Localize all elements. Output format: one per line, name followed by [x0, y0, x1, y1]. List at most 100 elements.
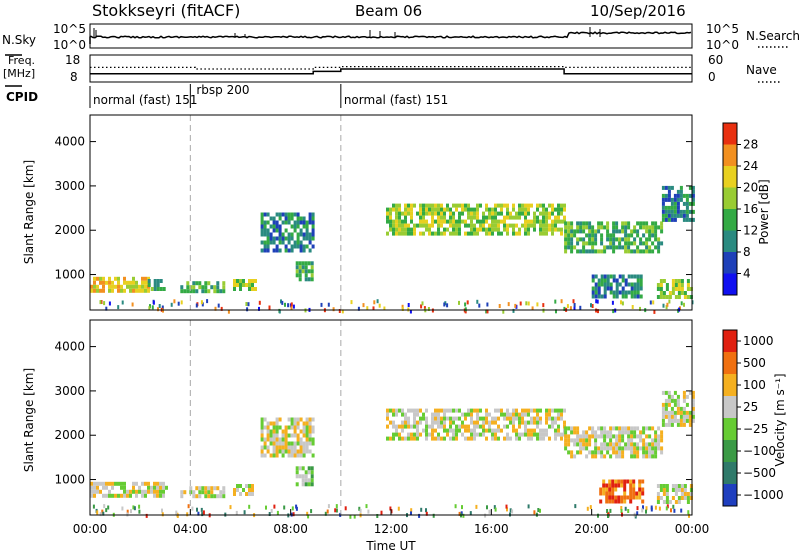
heatmap-cell [588, 450, 592, 455]
heatmap-cell [656, 492, 660, 496]
heatmap-cell [467, 412, 470, 417]
colorbar-frame [722, 329, 738, 507]
heatmap-cell [603, 290, 607, 295]
heatmap-cell [609, 286, 613, 291]
heatmap-cell [266, 437, 270, 442]
heatmap-cell [161, 305, 164, 310]
heatmap-cell [494, 436, 497, 441]
heatmap-cell [404, 203, 407, 208]
heatmap-cell [103, 301, 106, 306]
heatmap-cell [108, 276, 111, 281]
heatmap-cell [307, 269, 311, 274]
heatmap-cell [551, 424, 554, 429]
x-axis-label: Time UT [365, 539, 416, 553]
heatmap-cell [299, 220, 303, 225]
heatmap-cell [591, 241, 595, 246]
heatmap-cell [473, 424, 476, 429]
heatmap-cell [266, 244, 270, 249]
heatmap-cell [389, 506, 392, 511]
heatmap-cell [683, 291, 687, 295]
heatmap-cell [536, 219, 539, 224]
heatmap-cell [673, 193, 677, 198]
heatmap-cell [437, 416, 440, 421]
heatmap-cell [636, 282, 640, 287]
heatmap-cell [269, 453, 273, 458]
heatmap-cell [308, 441, 312, 446]
heatmap-cell [533, 227, 536, 232]
heatmap-cell [524, 211, 527, 216]
heatmap-cell [603, 454, 607, 459]
heatmap-cell [585, 233, 589, 238]
heatmap-cell [674, 279, 678, 283]
heatmap-cell [682, 414, 686, 419]
heatmap-cell [159, 481, 162, 486]
heatmap-cell [645, 454, 649, 459]
heatmap-cell [120, 481, 123, 486]
heatmap-cell [299, 417, 303, 422]
heatmap-cell [138, 288, 141, 293]
heatmap-cell [536, 302, 539, 307]
heatmap-cell [682, 422, 686, 427]
heatmap-cell [120, 284, 123, 289]
heatmap-cell [272, 433, 276, 438]
heatmap-cell [573, 438, 577, 443]
heatmap-cell [470, 215, 473, 220]
heatmap-cell [195, 494, 199, 499]
heatmap-cell [606, 286, 610, 291]
heatmap-cell [539, 223, 542, 228]
heatmap-cell [305, 441, 309, 446]
heatmap-cell [107, 505, 110, 510]
heatmap-cell [281, 453, 285, 458]
heatmap-cell [600, 221, 604, 226]
heatmap-cell [683, 484, 687, 488]
heatmap-cell [511, 509, 514, 514]
heatmap-cell [642, 225, 646, 230]
heatmap-cell [548, 424, 551, 429]
heatmap-cell [512, 412, 515, 417]
heatmap-cell [600, 278, 604, 283]
heatmap-cell [470, 211, 473, 216]
heatmap-cell [293, 453, 297, 458]
heatmap-cell [260, 232, 264, 237]
heatmap-cell [609, 508, 612, 513]
heatmap-cell [569, 306, 572, 311]
heatmap-cell [284, 236, 288, 241]
heatmap-cell [187, 504, 190, 509]
heatmap-cell [585, 442, 589, 447]
heatmap-cell [455, 231, 458, 236]
heatmap-cell [386, 412, 389, 417]
heatmap-cell [573, 442, 577, 447]
heatmap-cell [491, 219, 494, 224]
heatmap-cell [302, 216, 306, 221]
heatmap-cell [310, 482, 314, 487]
heatmap-cell [633, 237, 637, 242]
noise-sky-trace [89, 31, 692, 44]
heatmap-cell [648, 426, 652, 431]
heatmap-cell [308, 232, 312, 237]
heatmap-cell [290, 232, 294, 237]
heatmap-cell [290, 425, 294, 430]
heatmap-cell [600, 237, 604, 242]
heatmap-cell [284, 302, 286, 307]
heatmap-cell [567, 229, 571, 234]
heatmap-cell [198, 285, 202, 290]
heatmap-cell [455, 219, 458, 224]
heatmap-cell [542, 211, 545, 216]
heatmap-cell [564, 225, 568, 230]
heatmap-cell [638, 479, 642, 484]
heatmap-cell [603, 249, 607, 254]
heatmap-cell [287, 441, 291, 446]
heatmap-cell [207, 486, 211, 491]
heatmap-cell [600, 442, 604, 447]
heatmap-cell [410, 215, 413, 220]
heatmap-cell [266, 433, 270, 438]
heatmap-cell [213, 486, 217, 491]
heatmap-cell [284, 449, 288, 454]
heatmap-cell [425, 219, 428, 224]
heatmap-cell [233, 287, 236, 291]
heatmap-cell [290, 244, 294, 249]
heatmap-cell [493, 505, 496, 510]
heatmap-cell [186, 285, 190, 290]
heatmap-cell [135, 489, 138, 494]
